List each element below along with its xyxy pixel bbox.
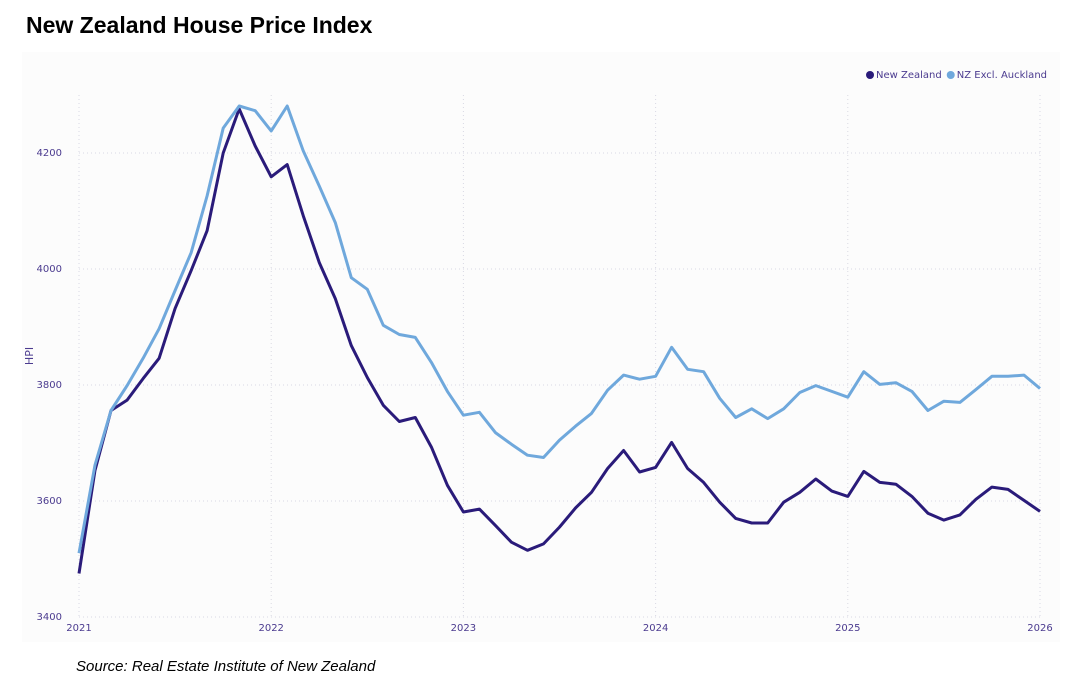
y-tick-label: 3400 (37, 612, 62, 623)
legend-marker (946, 71, 955, 79)
series-line (77, 107, 1041, 574)
x-tick-label: 2025 (835, 623, 860, 634)
chart-title: New Zealand House Price Index (26, 12, 373, 38)
plot-panel (22, 52, 1060, 642)
x-tick-label: 2022 (258, 623, 283, 634)
legend-label: NZ Excl. Auckland (957, 70, 1047, 81)
x-tick-label: 2023 (451, 623, 476, 634)
y-tick-label: 4000 (37, 264, 62, 275)
x-tick-label: 2021 (66, 623, 91, 634)
legend-label: New Zealand (876, 70, 942, 81)
x-tick-label: 2024 (643, 623, 668, 634)
y-tick-label: 3600 (37, 496, 62, 507)
y-tick-label: 3800 (37, 380, 62, 391)
y-axis-label: HPI (23, 347, 36, 365)
legend-marker (866, 71, 875, 79)
y-tick-label: 4200 (37, 148, 62, 159)
source-note: Source: Real Estate Institute of New Zea… (76, 658, 376, 675)
series-line (77, 104, 1041, 554)
x-tick-label: 2026 (1027, 623, 1052, 634)
